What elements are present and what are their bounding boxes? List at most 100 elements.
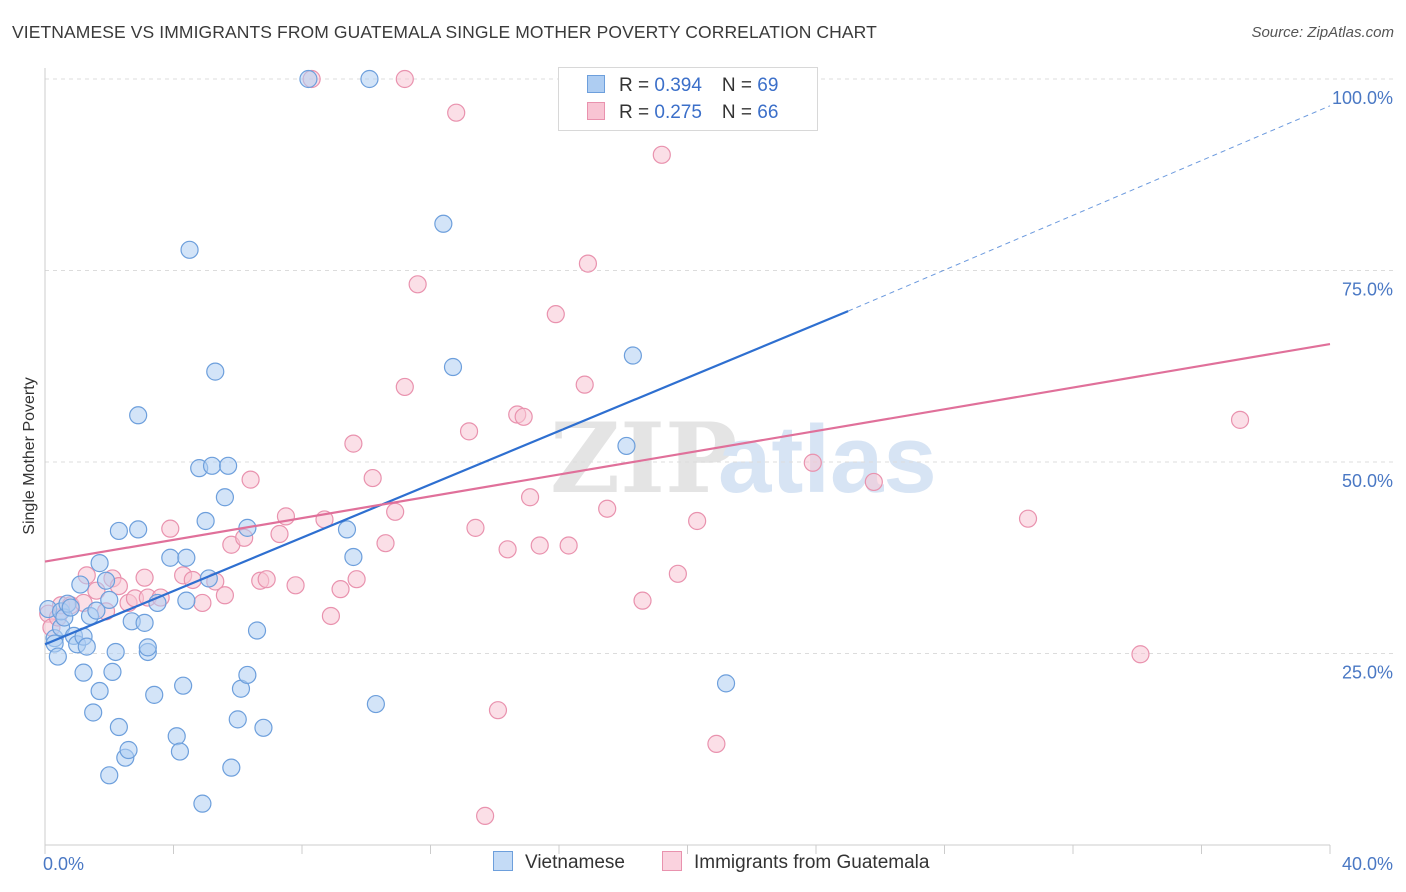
vietnamese-point [174,676,193,695]
vietnamese-point [443,357,463,377]
guatemala-point [1018,509,1038,528]
guatemala-point [578,254,598,273]
guatemala-point [1131,645,1150,664]
legend: R = 0.394 N = 69 R = 0.275 N = 66 [558,67,818,131]
guatemala-point [386,502,405,521]
vietnamese-trend-extension [847,105,1331,312]
vietnamese-point [247,621,267,640]
guatemala-point [347,570,366,589]
legend-row-vietnamese: R = 0.394 N = 69 [587,75,778,99]
guatemala-point [376,534,395,553]
vietnamese-trend-line [44,310,849,646]
x-tick-label: 0.0% [43,854,84,874]
vietnamese-point [61,598,80,617]
legend-item-guatemala: Immigrants from Guatemala [662,851,929,874]
legend-r-value: 0.275 [654,102,702,123]
vietnamese-point [129,520,148,539]
axis-labels: Single Mother Poverty 25.0% 50.0% 75.0% 100… [21,88,1393,874]
legend-label-guatemala: Immigrants from Guatemala [694,852,930,873]
axes [44,68,1331,854]
vietnamese-point [177,548,196,567]
legend-r-label: R = [619,75,655,96]
vietnamese-point [222,758,241,777]
guatemala-point [447,103,466,122]
guatemala-point [286,576,305,595]
series-legend: Vietnamese Immigrants from Guatemala [0,851,1406,877]
legend-n-value: 69 [757,75,779,96]
legend-swatch-pink [587,102,605,120]
vietnamese-point [167,727,186,746]
guatemala-point [520,488,540,507]
guatemala-point [633,591,652,610]
vietnamese-point [138,638,157,657]
vietnamese-point [100,766,119,785]
vietnamese-point [202,456,222,475]
y-tick-label: 25.0% [1342,663,1393,683]
guatemala-point [498,540,517,559]
guatemala-point [408,275,427,294]
guatemala-point [598,499,617,518]
vietnamese-point [74,663,93,682]
vietnamese-point [254,718,273,737]
guatemala-point [688,511,707,531]
vietnamese-point [103,662,122,681]
grid-lines [45,78,1393,654]
legend-r-value: 0.394 [654,75,702,96]
vietnamese-point [71,575,90,594]
legend-r-label: R = [619,102,655,123]
guatemala-point [864,472,883,492]
vietnamese-point [238,665,257,685]
vietnamese-point [617,436,636,456]
vietnamese-point [106,642,125,662]
vietnamese-point [48,647,67,666]
chart-title: VIETNAMESE VS IMMIGRANTS FROM GUATEMALA … [12,22,877,42]
vietnamese-point [170,742,190,761]
trend-lines [44,105,1331,646]
vietnamese-point [135,613,154,632]
guatemala-point [344,434,363,453]
guatemala-point [575,375,594,394]
vietnamese-point [77,637,96,656]
guatemala-trend-line [44,342,1331,563]
guatemala-point [530,536,549,555]
guatemala-point [135,568,154,587]
guatemala-point [476,806,495,825]
vietnamese-point [716,674,736,693]
watermark-atlas: atlas [718,406,937,513]
vietnamese-point [84,703,103,722]
legend-swatch-pink [662,851,682,871]
legend-n-label: N = [721,75,758,96]
vietnamese-point [344,547,363,567]
legend-row-guatemala: R = 0.275 N = 66 [587,102,778,126]
guatemala-point [803,453,822,472]
guatemala-point [514,407,533,426]
vietnamese-point [161,548,180,567]
vietnamese-points [39,69,736,813]
vietnamese-point [90,681,109,701]
guatemala-point [331,580,350,599]
vietnamese-point [145,685,164,704]
vietnamese-point [90,554,109,573]
vietnamese-point [434,214,453,233]
vietnamese-point [360,69,379,89]
vietnamese-point [215,488,234,507]
guatemala-point [161,519,180,538]
x-tick-label: 40.0% [1342,854,1393,874]
guatemala-point [395,69,414,89]
guatemala-point [459,422,479,441]
vietnamese-point [129,406,148,425]
vietnamese-point [196,511,215,531]
vietnamese-point [119,740,138,760]
vietnamese-point [193,794,212,813]
legend-swatch-blue [493,851,513,871]
vietnamese-point [87,601,106,620]
guatemala-point [363,468,382,488]
legend-n-label: N = [721,102,758,123]
guatemala-point [559,536,578,555]
guatemala-point [488,701,508,720]
guatemala-point [215,586,234,605]
guatemala-point [546,305,565,324]
guatemala-points [39,69,1250,825]
vietnamese-point [228,710,247,729]
